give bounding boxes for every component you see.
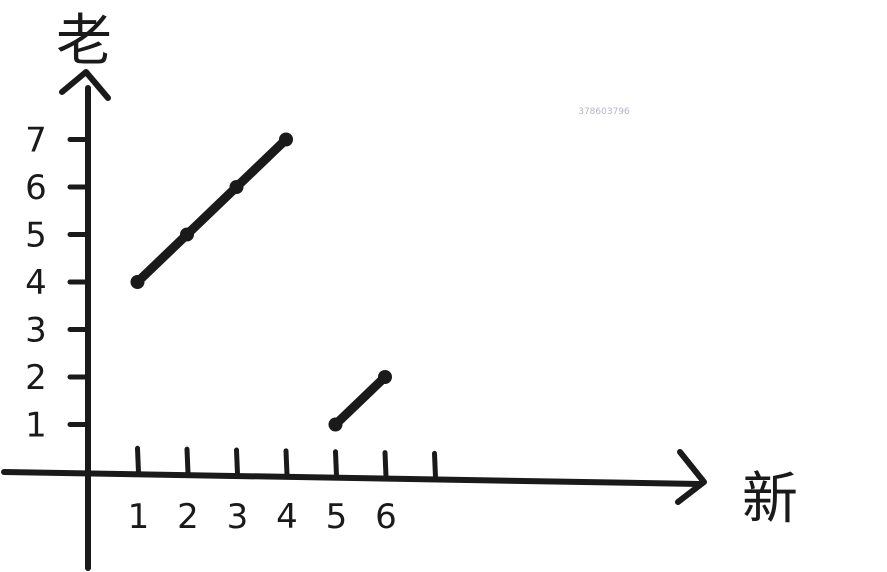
y-tick-label: 1 <box>25 406 47 446</box>
x-tick <box>184 446 191 476</box>
y-axis-label: 老 <box>56 9 112 74</box>
x-axis <box>1 449 707 505</box>
x-tick <box>234 447 240 477</box>
x-tick-label: 5 <box>326 497 348 537</box>
data-point <box>279 132 293 147</box>
data-point <box>378 370 392 384</box>
x-tick <box>283 448 290 478</box>
y-tick-label: 5 <box>25 216 47 256</box>
data-point <box>328 417 343 432</box>
x-tick-label: 4 <box>276 497 298 537</box>
x-tick <box>432 450 438 480</box>
y-ticks: 1 2 3 4 5 6 7 <box>25 121 89 446</box>
x-tick <box>333 449 339 479</box>
series-line <box>133 135 291 287</box>
y-tick-label: 6 <box>25 168 47 208</box>
data-point <box>180 227 194 242</box>
series-layer <box>130 132 392 432</box>
data-point <box>130 275 145 289</box>
y-tick-label: 7 <box>25 121 47 161</box>
y-tick-label: 2 <box>25 358 47 398</box>
x-tick <box>382 450 389 480</box>
x-axis-arrow-icon <box>675 449 707 505</box>
y-tick-label: 3 <box>25 311 47 351</box>
y-tick-label: 4 <box>25 263 47 303</box>
x-tick-label: 3 <box>227 497 249 537</box>
x-axis-label: 新 <box>742 467 798 532</box>
x-tick <box>135 445 141 475</box>
watermark: 378603796 <box>578 107 630 117</box>
data-point <box>229 180 244 194</box>
x-tick-label: 6 <box>375 497 397 537</box>
x-tick-label: 1 <box>128 497 150 537</box>
x-tick-label: 2 <box>177 497 199 537</box>
y-axis-arrow-icon <box>59 69 111 101</box>
y-axis <box>59 69 111 571</box>
series-line <box>331 372 390 429</box>
